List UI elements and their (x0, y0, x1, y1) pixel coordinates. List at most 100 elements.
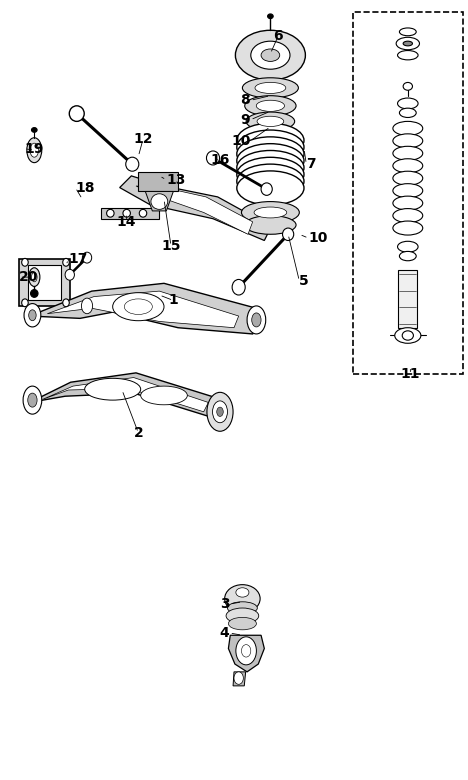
Polygon shape (136, 186, 253, 234)
Ellipse shape (81, 298, 93, 314)
Ellipse shape (237, 171, 304, 205)
Ellipse shape (82, 252, 92, 263)
Ellipse shape (261, 49, 280, 62)
Ellipse shape (151, 193, 168, 209)
Ellipse shape (85, 378, 141, 400)
Text: 8: 8 (241, 94, 250, 108)
Ellipse shape (402, 331, 413, 340)
Ellipse shape (206, 151, 219, 165)
Polygon shape (29, 373, 226, 420)
Ellipse shape (227, 602, 257, 614)
Ellipse shape (235, 30, 306, 80)
Ellipse shape (393, 208, 423, 222)
Ellipse shape (237, 164, 304, 198)
Bar (398, 270, 417, 328)
Ellipse shape (22, 258, 28, 266)
Polygon shape (29, 283, 261, 334)
Ellipse shape (225, 585, 260, 612)
Ellipse shape (31, 128, 37, 133)
Ellipse shape (123, 209, 131, 217)
Ellipse shape (393, 183, 423, 197)
Text: 17: 17 (68, 252, 88, 266)
Text: 18: 18 (75, 180, 95, 194)
Ellipse shape (226, 608, 259, 623)
Text: 4: 4 (219, 626, 229, 640)
Ellipse shape (393, 196, 423, 210)
Text: 10: 10 (231, 134, 250, 148)
Text: 14: 14 (117, 215, 137, 229)
Ellipse shape (241, 644, 251, 657)
Ellipse shape (234, 672, 243, 684)
Ellipse shape (107, 209, 114, 217)
Polygon shape (28, 265, 61, 300)
Ellipse shape (124, 299, 153, 314)
Ellipse shape (393, 172, 423, 185)
Ellipse shape (257, 116, 284, 126)
Ellipse shape (237, 158, 304, 192)
Ellipse shape (236, 588, 249, 597)
Text: 1: 1 (168, 293, 178, 307)
Ellipse shape (395, 328, 421, 343)
Bar (353, 12, 463, 374)
Ellipse shape (69, 106, 84, 122)
Ellipse shape (396, 37, 419, 50)
Polygon shape (139, 172, 178, 191)
Ellipse shape (232, 279, 245, 295)
Ellipse shape (30, 144, 38, 158)
Ellipse shape (256, 101, 285, 112)
Ellipse shape (237, 123, 304, 158)
Ellipse shape (245, 215, 296, 234)
Ellipse shape (254, 207, 287, 218)
Ellipse shape (31, 272, 37, 282)
Ellipse shape (237, 151, 304, 185)
Ellipse shape (247, 306, 266, 334)
Ellipse shape (63, 299, 69, 307)
Text: 5: 5 (300, 274, 309, 288)
Ellipse shape (399, 28, 416, 36)
Ellipse shape (22, 299, 28, 307)
Ellipse shape (397, 51, 418, 60)
Ellipse shape (397, 241, 418, 252)
Ellipse shape (397, 98, 418, 109)
Text: 2: 2 (133, 426, 143, 440)
Polygon shape (19, 259, 70, 306)
Polygon shape (146, 191, 173, 211)
Ellipse shape (141, 386, 187, 405)
Ellipse shape (393, 122, 423, 136)
Ellipse shape (283, 228, 294, 240)
Ellipse shape (246, 112, 295, 131)
Ellipse shape (268, 14, 273, 19)
Ellipse shape (399, 251, 416, 261)
Ellipse shape (245, 96, 296, 116)
Text: 20: 20 (19, 270, 39, 284)
Ellipse shape (65, 269, 74, 280)
Ellipse shape (63, 258, 69, 266)
Text: 16: 16 (210, 154, 230, 167)
Text: 9: 9 (241, 113, 250, 127)
Ellipse shape (27, 138, 42, 163)
Text: 12: 12 (133, 133, 153, 147)
Ellipse shape (252, 313, 261, 327)
Ellipse shape (29, 268, 40, 286)
Ellipse shape (228, 617, 256, 629)
Polygon shape (43, 378, 208, 412)
Ellipse shape (212, 401, 227, 423)
Ellipse shape (242, 78, 299, 98)
Text: 11: 11 (401, 367, 420, 381)
Polygon shape (120, 176, 271, 240)
Polygon shape (228, 635, 264, 672)
Ellipse shape (403, 83, 412, 90)
Ellipse shape (251, 41, 290, 69)
Ellipse shape (113, 292, 164, 321)
Polygon shape (101, 207, 159, 218)
Ellipse shape (237, 144, 304, 178)
Ellipse shape (393, 159, 423, 172)
Text: 6: 6 (273, 29, 283, 43)
Ellipse shape (28, 393, 37, 407)
Ellipse shape (236, 636, 256, 665)
Ellipse shape (23, 386, 42, 414)
Text: 19: 19 (24, 142, 44, 156)
Ellipse shape (237, 136, 304, 171)
Text: 7: 7 (307, 158, 316, 171)
Ellipse shape (393, 221, 423, 235)
